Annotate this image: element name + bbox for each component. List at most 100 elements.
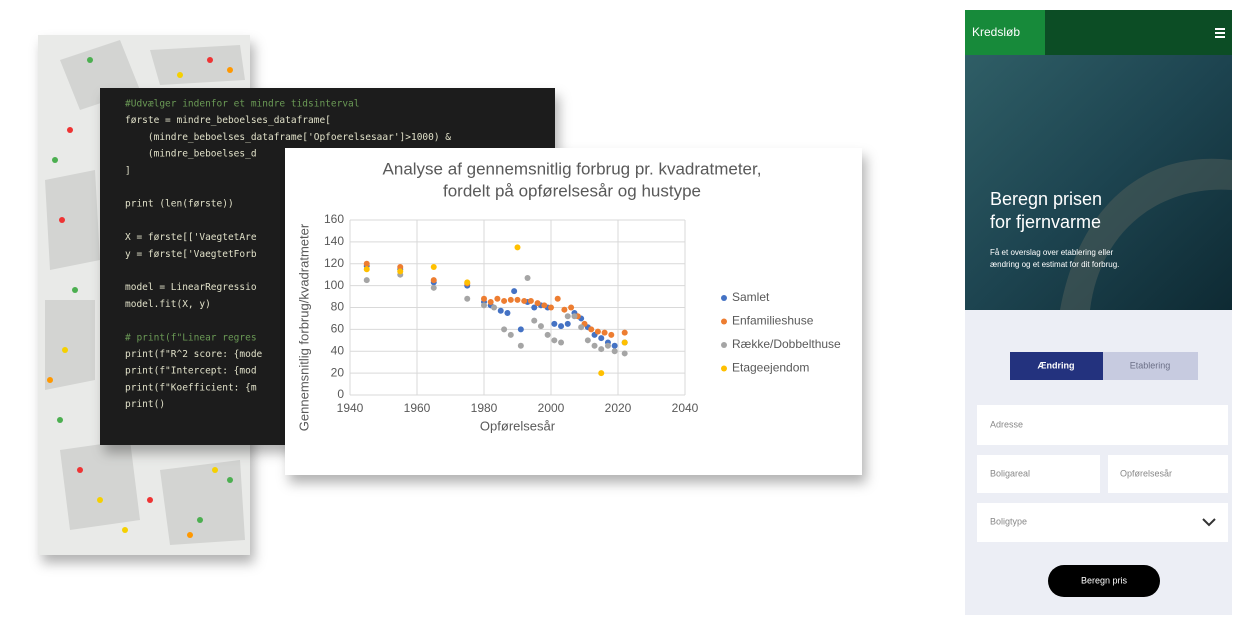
y-tick-label: 20 <box>331 365 345 379</box>
code-line: X = første[['VaegtetAre <box>125 232 257 243</box>
code-line: model.fit(X, y) <box>125 299 211 310</box>
code-line: # print(f"Linear regres <box>125 332 257 343</box>
menu-icon[interactable] <box>1215 28 1225 38</box>
point <box>555 296 561 302</box>
x-tick-label: 1940 <box>337 401 364 415</box>
hero-text: ændring og et estimat for dit forbrug. <box>990 260 1119 269</box>
code-line: print(f"R^2 score: {mode <box>125 349 263 360</box>
point <box>612 348 618 354</box>
button-label: Beregn pris <box>1081 575 1128 585</box>
tab-label: Ændring <box>1038 360 1075 370</box>
point <box>464 296 470 302</box>
point <box>558 323 564 329</box>
legend-label: Række/Dobbelthuse <box>732 337 841 351</box>
logo: Kredsløb <box>972 25 1020 39</box>
point <box>608 332 614 338</box>
x-tick-label: 2020 <box>605 401 632 415</box>
point <box>464 279 470 285</box>
point <box>515 297 521 303</box>
y-tick-label: 80 <box>331 300 345 314</box>
legend-marker <box>721 366 727 372</box>
chart-title: fordelt på opførelsesår og hustype <box>443 181 701 200</box>
y-axis-label: Gennemsnitlig forbrug/kvadratmeter <box>296 223 311 431</box>
point <box>364 266 370 272</box>
point <box>538 323 544 329</box>
point <box>595 329 601 335</box>
point <box>598 370 604 376</box>
hero-text: Få et overslag over etablering eller <box>990 248 1114 257</box>
point <box>481 302 487 308</box>
y-tick-label: 0 <box>337 387 344 401</box>
code-line: ] <box>125 165 131 176</box>
code-line: (mindre_beboelses_d <box>125 149 257 160</box>
point <box>588 326 594 332</box>
point <box>568 305 574 311</box>
point <box>548 305 554 311</box>
point <box>504 310 510 316</box>
chart-title: Analyse af gennemsnitlig forbrug pr. kva… <box>383 159 762 178</box>
point <box>508 297 514 303</box>
point <box>578 324 584 330</box>
point <box>498 308 504 314</box>
field-placeholder: Adresse <box>990 419 1023 429</box>
point <box>431 285 437 291</box>
code-line: print (len(første)) <box>125 199 234 210</box>
point <box>598 335 604 341</box>
x-tick-label: 1960 <box>404 401 431 415</box>
point <box>508 332 514 338</box>
code-line: print(f"Koefficient: {m <box>125 382 257 393</box>
point <box>364 261 370 267</box>
point <box>501 298 507 304</box>
point <box>431 277 437 283</box>
point <box>592 343 598 349</box>
point <box>494 296 500 302</box>
point <box>488 299 494 305</box>
point <box>571 313 577 319</box>
point <box>518 343 524 349</box>
y-tick-label: 160 <box>324 212 344 226</box>
code-line: første = mindre_beboelses_dataframe[ <box>125 115 331 126</box>
point <box>397 268 403 274</box>
point <box>558 340 564 346</box>
y-tick-label: 40 <box>331 343 345 357</box>
tab-label: Etablering <box>1130 360 1171 370</box>
y-tick-label: 60 <box>331 322 345 336</box>
point <box>551 321 557 327</box>
x-tick-label: 2040 <box>672 401 699 415</box>
point <box>622 340 628 346</box>
legend-label: Samlet <box>732 290 770 304</box>
legend-marker <box>721 319 727 325</box>
point <box>531 318 537 324</box>
code-line: print(f"Intercept: {mod <box>125 366 257 377</box>
x-tick-label: 1980 <box>471 401 498 415</box>
point <box>431 264 437 270</box>
code-line: #Udvælger indenfor et mindre tidsinterva… <box>125 99 360 110</box>
point <box>501 326 507 332</box>
field-placeholder: Opførelsesår <box>1120 468 1172 478</box>
point <box>521 298 527 304</box>
point <box>525 275 531 281</box>
point <box>585 337 591 343</box>
point <box>528 298 534 304</box>
code-line: y = første['VaegtetForb <box>125 249 257 260</box>
legend-marker <box>721 342 727 348</box>
field-placeholder: Boligtype <box>990 516 1027 526</box>
point <box>364 277 370 283</box>
code-line: (mindre_beboelses_dataframe['Opfoerelses… <box>125 132 451 143</box>
code-line: print() <box>125 399 165 410</box>
legend-label: Etageejendom <box>732 361 809 375</box>
point <box>565 313 571 319</box>
legend-label: Enfamilieshuse <box>732 314 814 328</box>
point <box>551 337 557 343</box>
point <box>515 244 521 250</box>
point <box>598 346 604 352</box>
point <box>541 302 547 308</box>
point <box>511 288 517 294</box>
screenshot: #Udvælger indenfor et mindre tidsinterva… <box>0 0 1238 622</box>
point <box>535 300 541 306</box>
point <box>518 326 524 332</box>
x-tick-label: 2000 <box>538 401 565 415</box>
legend-marker <box>721 295 727 301</box>
point <box>491 305 497 311</box>
x-axis-label: Opførelsesår <box>480 418 556 433</box>
